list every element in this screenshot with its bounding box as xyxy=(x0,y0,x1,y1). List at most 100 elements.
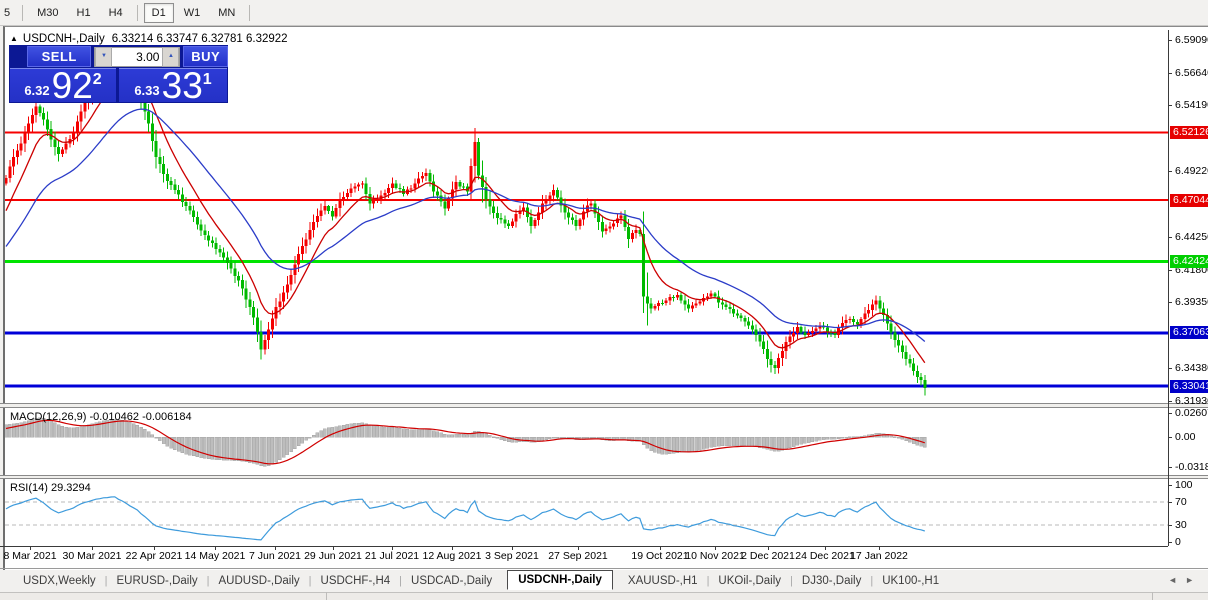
bid-price-box[interactable]: 6.32 92 2 xyxy=(10,67,116,104)
macd-tick-mark xyxy=(1168,437,1172,438)
tab-usdx-weekly[interactable]: USDX,Weekly xyxy=(23,575,96,587)
status-strip xyxy=(0,592,1208,600)
sell-button[interactable]: SELL xyxy=(27,46,92,67)
date-tick-label: 3 Sep 2021 xyxy=(485,550,539,562)
tab-eurusd-daily[interactable]: EURUSD-,Daily xyxy=(116,575,198,587)
date-tick-mark xyxy=(392,546,393,550)
price-tick-mark xyxy=(1168,368,1172,369)
chart-tab-bar: USDX,Weekly | EURUSD-,Daily | AUDUSD-,Daily |… xyxy=(0,570,1208,592)
date-tick-label: 14 May 2021 xyxy=(184,550,246,562)
triangle-down-icon: ▼ xyxy=(100,52,107,59)
ohlc-values: 6.33214 6.33747 6.32781 6.32922 xyxy=(111,33,288,45)
date-tick-label: 10 Nov 2021 xyxy=(685,550,745,562)
date-tick-label: 7 Jun 2021 xyxy=(249,550,301,562)
volume-input[interactable] xyxy=(112,48,163,65)
ma-slow-line xyxy=(5,108,926,342)
price-tick-mark xyxy=(1168,40,1172,41)
rsi-label: RSI(14) 29.3294 xyxy=(10,482,91,494)
ask-price-pips: 33 xyxy=(161,65,203,106)
tab-scroll-left-icon[interactable]: ◄ xyxy=(1168,575,1186,585)
price-tick-mark xyxy=(1168,105,1172,106)
volume-spinner: ▼ ▲ xyxy=(94,46,181,67)
panel-splitter[interactable] xyxy=(0,475,1208,479)
price-tick-label: 6.34380 xyxy=(1175,362,1208,374)
status-strip-divider xyxy=(326,592,327,600)
price-tick-mark xyxy=(1168,270,1172,271)
date-tick-mark xyxy=(512,546,513,550)
timeframe-button-m30[interactable]: M30 xyxy=(37,6,59,19)
timeframe-button-d1[interactable]: D1 xyxy=(143,2,174,23)
date-tick-mark xyxy=(275,546,276,550)
toolbar-divider xyxy=(22,4,24,21)
price-tick-label: 6.39350 xyxy=(1175,296,1208,308)
price-axis-line xyxy=(1168,30,1169,546)
macd-tick-mark xyxy=(1168,467,1172,468)
rsi-tick-label: 0 xyxy=(1175,536,1181,548)
tab-usdcad-daily[interactable]: USDCAD-,Daily xyxy=(411,575,493,587)
timeframe-button-mn[interactable]: MN xyxy=(218,6,236,19)
tab-scroll-arrows: ◄► xyxy=(1168,575,1202,585)
price-tick-mark xyxy=(1168,237,1172,238)
tab-xauusd-h1[interactable]: XAUUSD-,H1 xyxy=(627,575,698,587)
timeframe-button-h4[interactable]: H4 xyxy=(108,6,123,19)
timeframe-toolbar: 5 M30 H1 H4 D1 W1 MN xyxy=(0,0,1208,26)
date-tick-label: 22 Apr 2021 xyxy=(125,550,183,562)
price-badge: 6.37063 xyxy=(1170,326,1208,339)
date-tick-mark xyxy=(92,546,93,550)
collapse-panel-arrow-icon[interactable]: ▲ xyxy=(10,34,18,43)
date-tick-label: 24 Dec 2021 xyxy=(795,550,855,562)
tab-divider: | xyxy=(399,575,403,587)
date-tick-mark xyxy=(879,546,880,550)
macd-tick-label: 0.00 xyxy=(1175,431,1196,443)
price-tick-label: 6.56640 xyxy=(1175,67,1208,79)
date-tick-mark xyxy=(154,546,155,550)
symbol-period-title: USDCNH-,Daily xyxy=(22,33,105,45)
price-tick-mark xyxy=(1168,302,1172,303)
status-strip-divider xyxy=(1152,592,1153,600)
tab-dj30-daily[interactable]: DJ30-,Daily xyxy=(801,575,862,587)
price-tick-label: 6.59090 xyxy=(1175,34,1208,46)
date-tick-mark xyxy=(768,546,769,550)
date-tick-mark xyxy=(578,546,579,550)
price-tick-label: 6.49220 xyxy=(1175,165,1208,177)
rsi-panel[interactable] xyxy=(5,478,1168,545)
chart-window xyxy=(3,26,1208,570)
window-bottom-border xyxy=(0,568,1208,569)
ask-price-box[interactable]: 6.33 33 1 xyxy=(119,65,227,106)
rsi-tick-mark xyxy=(1168,525,1172,526)
timeframe-button-5[interactable]: 5 xyxy=(4,6,11,19)
macd-tick-mark xyxy=(1168,413,1172,414)
time-axis-line xyxy=(0,546,1168,547)
tab-divider: | xyxy=(790,575,793,587)
timeframe-button-w1[interactable]: W1 xyxy=(183,6,201,19)
date-tick-label: 17 Jan 2022 xyxy=(850,550,908,562)
tab-audusd-daily[interactable]: AUDUSD-,Daily xyxy=(218,575,300,587)
buy-button[interactable]: BUY xyxy=(183,46,228,67)
chart-header: ▲ USDCNH-,Daily 6.33214 6.33747 6.32781 6.… xyxy=(10,33,288,45)
rsi-tick-mark xyxy=(1168,485,1172,486)
date-tick-mark xyxy=(660,546,661,550)
rsi-tick-mark xyxy=(1168,502,1172,503)
date-tick-mark xyxy=(825,546,826,550)
bid-price-prefix: 6.32 xyxy=(24,83,50,98)
tab-divider: | xyxy=(706,575,710,587)
date-tick-label: 8 Mar 2021 xyxy=(3,550,57,562)
volume-decrease-button[interactable]: ▼ xyxy=(95,46,113,67)
tab-scroll-right-icon[interactable]: ► xyxy=(1185,575,1202,585)
price-tick-mark xyxy=(1168,401,1172,402)
tab-usdchf-h4[interactable]: USDCHF-,H4 xyxy=(320,575,391,587)
panel-splitter[interactable] xyxy=(0,403,1208,408)
bid-price-point: 2 xyxy=(92,71,102,88)
tab-uk100-h1[interactable]: UK100-,H1 xyxy=(882,575,940,587)
rsi-tick-mark xyxy=(1168,542,1172,543)
price-badge: 6.42424 xyxy=(1170,255,1208,268)
timeframe-button-h1[interactable]: H1 xyxy=(76,6,91,19)
tab-usdcnh-daily[interactable]: USDCNH-,Daily xyxy=(507,570,613,590)
volume-increase-button[interactable]: ▲ xyxy=(162,46,180,67)
date-tick-mark xyxy=(215,546,216,550)
ma-fast-line xyxy=(5,77,926,364)
macd-panel[interactable] xyxy=(5,407,1168,475)
price-chart[interactable] xyxy=(5,30,1168,403)
tab-ukoil-daily[interactable]: UKOil-,Daily xyxy=(718,575,782,587)
